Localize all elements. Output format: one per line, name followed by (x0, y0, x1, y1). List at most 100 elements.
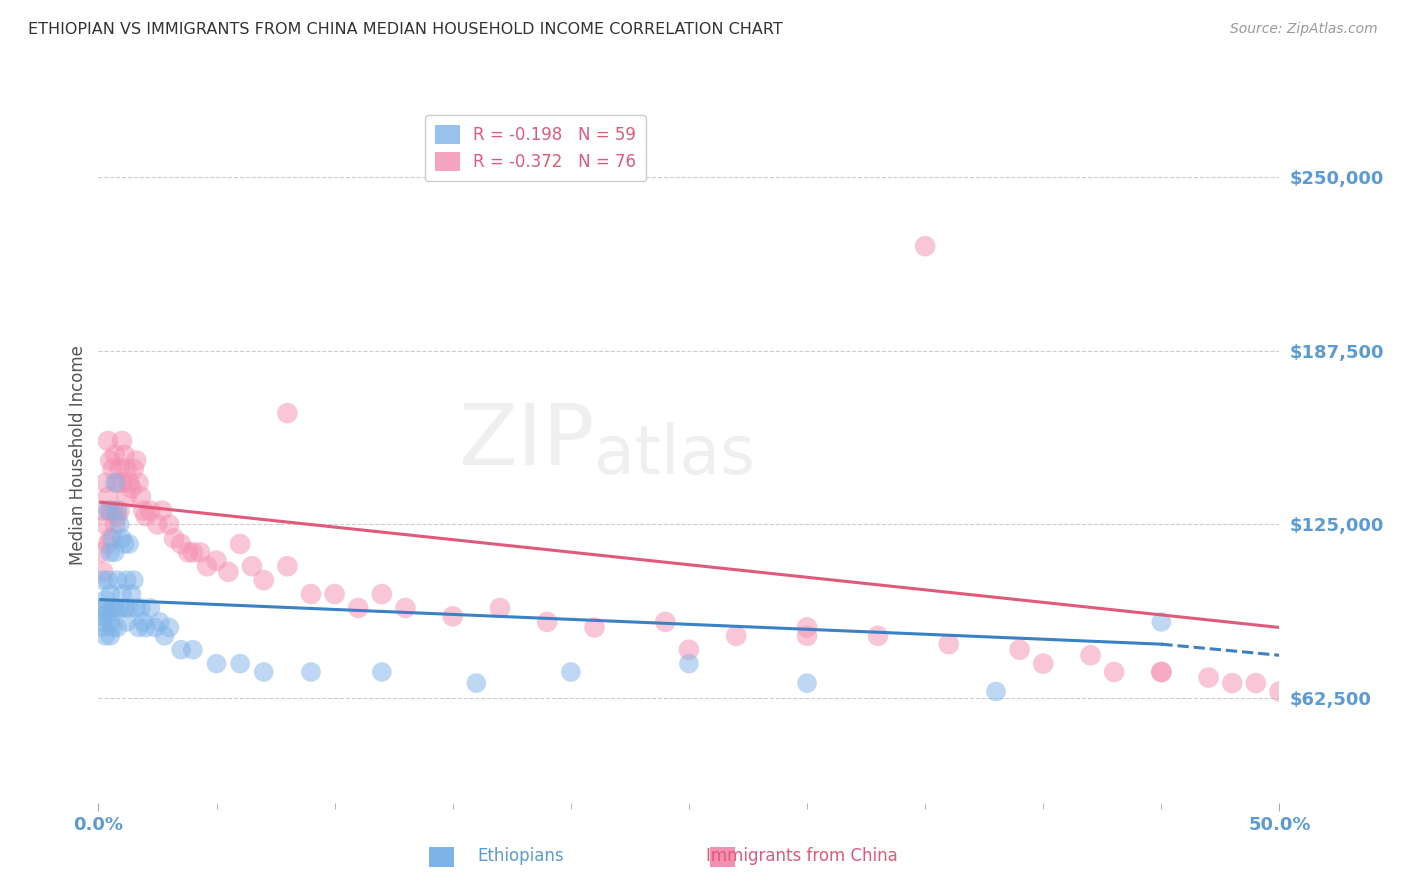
Point (125, 453, 148, 467)
Point (371, 587, 394, 601)
Text: ETHIOPIAN VS IMMIGRANTS FROM CHINA MEDIAN HOUSEHOLD INCOME CORRELATION CHART: ETHIOPIAN VS IMMIGRANTS FROM CHINA MEDIA… (28, 22, 783, 37)
Point (181, 642, 204, 657)
Point (678, 657, 700, 671)
Point (101, 601, 124, 615)
Point (796, 620, 818, 634)
Point (104, 517, 127, 532)
Point (1080, 648, 1102, 663)
Point (240, 559, 263, 574)
Point (229, 657, 252, 671)
Point (1150, 665, 1173, 679)
Point (90, 545, 112, 559)
Point (104, 601, 127, 615)
Point (104, 545, 127, 559)
Point (91, 573, 114, 587)
Point (170, 642, 193, 657)
Point (150, 503, 173, 517)
Point (94, 592, 117, 607)
Text: Ethiopians: Ethiopians (477, 847, 564, 865)
Point (105, 573, 128, 587)
Text: Immigrants from China: Immigrants from China (706, 847, 897, 865)
Point (146, 517, 169, 532)
Point (115, 573, 138, 587)
Point (195, 559, 218, 574)
Point (98, 615, 121, 629)
Point (188, 545, 211, 559)
Point (118, 475, 141, 490)
Point (132, 615, 155, 629)
Point (253, 573, 276, 587)
Point (112, 537, 135, 551)
Point (536, 615, 558, 629)
Point (98, 587, 121, 601)
Point (112, 601, 135, 615)
Point (97, 573, 120, 587)
Y-axis label: Median Household Income: Median Household Income (69, 345, 87, 565)
Point (98, 532, 121, 546)
Point (143, 620, 166, 634)
Point (91, 620, 114, 634)
Point (253, 665, 276, 679)
Point (163, 532, 186, 546)
Point (1220, 676, 1243, 690)
Point (1150, 665, 1173, 679)
Text: ZIP: ZIP (458, 400, 595, 483)
Point (101, 503, 124, 517)
Point (149, 615, 172, 629)
Point (1150, 615, 1173, 629)
Point (139, 601, 162, 615)
Point (115, 462, 138, 476)
Point (108, 517, 131, 532)
Point (157, 620, 180, 634)
Point (111, 587, 134, 601)
Point (1032, 657, 1054, 671)
Point (104, 475, 127, 490)
Point (111, 434, 134, 448)
Point (796, 629, 818, 643)
Point (1198, 671, 1220, 685)
Point (205, 554, 228, 568)
Point (94, 517, 117, 532)
Point (276, 559, 298, 574)
Point (129, 490, 152, 504)
Point (122, 573, 145, 587)
Point (115, 615, 138, 629)
Point (104, 448, 127, 462)
Point (125, 601, 148, 615)
Point (276, 406, 298, 420)
Point (323, 587, 346, 601)
Point (796, 676, 818, 690)
Point (108, 601, 131, 615)
Point (866, 629, 889, 643)
Point (91, 609, 114, 624)
Point (371, 665, 394, 679)
Point (560, 665, 582, 679)
Point (129, 601, 152, 615)
Point (98, 629, 121, 643)
Point (229, 537, 252, 551)
Point (105, 509, 128, 524)
Point (135, 509, 157, 524)
Point (121, 587, 143, 601)
Point (115, 490, 138, 504)
Point (654, 615, 676, 629)
Point (101, 532, 124, 546)
Point (105, 620, 128, 634)
Point (108, 503, 131, 517)
Point (101, 462, 124, 476)
Point (170, 537, 193, 551)
Point (1008, 642, 1031, 657)
Point (489, 601, 512, 615)
Point (97, 434, 120, 448)
Point (1268, 684, 1291, 698)
Point (122, 462, 145, 476)
Point (118, 537, 141, 551)
Point (101, 620, 124, 634)
Point (394, 601, 416, 615)
Point (94, 629, 117, 643)
Point (153, 629, 176, 643)
Point (1102, 665, 1125, 679)
Point (299, 587, 322, 601)
Point (465, 676, 488, 690)
Point (97, 537, 120, 551)
